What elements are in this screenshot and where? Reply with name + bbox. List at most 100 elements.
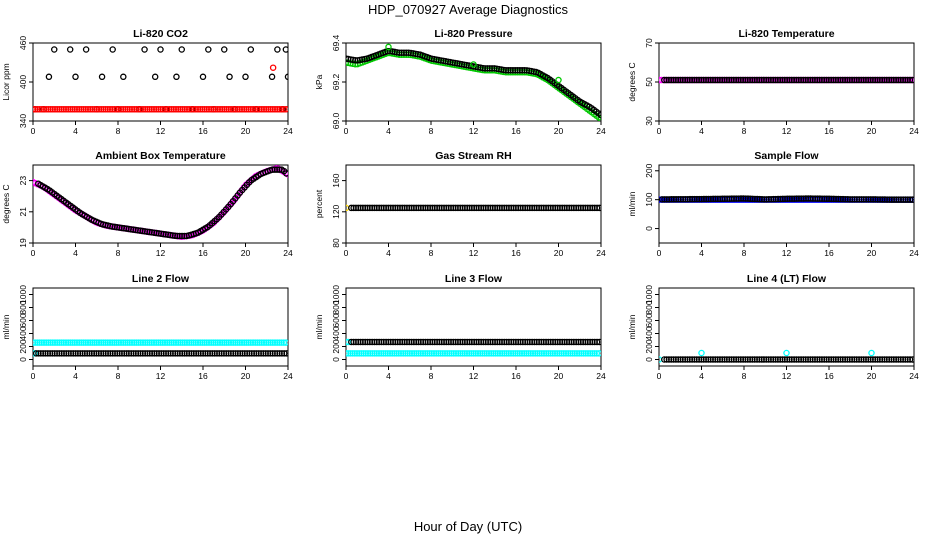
series-0-point [377,350,385,357]
series-1-point [236,106,244,113]
series-0-point [102,339,109,346]
series-0-point [507,350,515,357]
x-tick-label: 20 [554,248,564,258]
panel-8: Line 3 Flow ml/min 0 4 8 12 16 20 24 0 20040060080… [314,273,606,381]
series-0-point [128,339,136,346]
series-0-point [126,339,134,346]
x-tick-label: 16 [824,248,834,258]
x-tick-label: 24 [283,126,293,136]
series-0-point [98,73,106,81]
x-tick-label: 16 [824,371,834,381]
series-0-point [146,339,153,346]
y-tick-label: 30 [644,116,654,126]
y-axis-label: percent [314,189,324,218]
series-0-point [71,339,79,346]
series-0-point [157,46,164,53]
series-0-point [516,350,524,357]
series-1-point [212,106,219,113]
series-0-point [435,350,442,357]
series-0-point [479,350,486,357]
series-1-point [84,106,92,113]
series-0-point [227,339,235,346]
series-0-point [174,339,182,346]
y-tick-label: 0 [644,357,654,362]
x-tick-label: 16 [198,371,208,381]
series-0-point [243,339,250,346]
series-1-point [229,106,237,113]
series-0-point [93,339,101,346]
series-0-point [111,339,118,346]
y-tick-label: 23 [18,176,28,186]
x-tick-label: 0 [31,126,36,136]
series-1-point [909,356,914,363]
series-1-point [596,204,601,212]
y-tick-label: 50 [644,77,654,87]
plot-data [659,76,914,84]
series-0-point [124,339,131,346]
series-0-point [545,350,552,357]
series-1-point [207,106,215,113]
y-tick-label: 200 [331,339,341,353]
series-0-point [203,339,211,346]
series-0-point [284,73,288,81]
series-0-point [67,339,74,346]
series-0-point [47,339,54,346]
series-0-point [82,46,90,53]
series-0-point [242,73,249,81]
series-0-point [271,339,279,346]
series-1-point [122,106,129,113]
series-0-point [190,339,197,346]
series-0-point [62,125,67,130]
y-tick-label: 600 [331,313,341,327]
panel-title: Ambient Box Temperature [95,150,226,162]
series-1-point [113,106,120,113]
series-0-point [534,350,541,357]
series-0-point [362,350,370,357]
series-0-point [155,339,162,346]
y-tick-label: 100 [644,192,654,206]
series-0-point [62,339,70,346]
series-0-point [582,350,590,357]
series-0-point [104,339,112,346]
series-1-point [276,106,283,113]
series-0-point [512,350,519,357]
series-0-point [505,350,513,357]
series-1-point [97,106,105,113]
series-1-point [93,106,101,113]
series-0-point [247,46,255,53]
series-1-point [119,106,127,113]
y-axis-label: ml/min [1,314,11,339]
series-0-point [78,125,83,130]
x-tick-label: 24 [596,371,606,381]
series-0-point [264,125,269,130]
x-tick-label: 24 [596,126,606,136]
series-0-point [45,73,53,81]
series-1-point [227,106,235,113]
series-0-point [236,339,244,346]
panel-title: Line 4 (LT) Flow [747,273,827,285]
series-0-point [408,350,416,357]
series-0-point [163,339,171,346]
x-tick-label: 8 [429,126,434,136]
series-0-point [75,339,83,346]
series-0-point [492,350,499,357]
x-tick-label: 16 [511,248,521,258]
series-1-point [168,106,175,113]
series-0-point [426,350,433,357]
series-0-point [540,350,548,357]
series-0-point [358,350,365,357]
series-0-point [397,350,405,357]
series-1-point [115,106,123,113]
series-1-point [216,106,224,113]
series-0-point [580,350,587,357]
x-tick-label: 20 [867,126,877,136]
series-0-point [432,350,440,357]
series-0-point [439,350,447,357]
series-0-point [232,339,239,346]
y-tick-label: 800 [18,300,28,314]
series-0-point [60,339,68,346]
series-0-point [249,339,257,346]
series-0-point [185,339,193,346]
series-0-point [254,339,261,346]
x-tick-label: 20 [554,371,564,381]
